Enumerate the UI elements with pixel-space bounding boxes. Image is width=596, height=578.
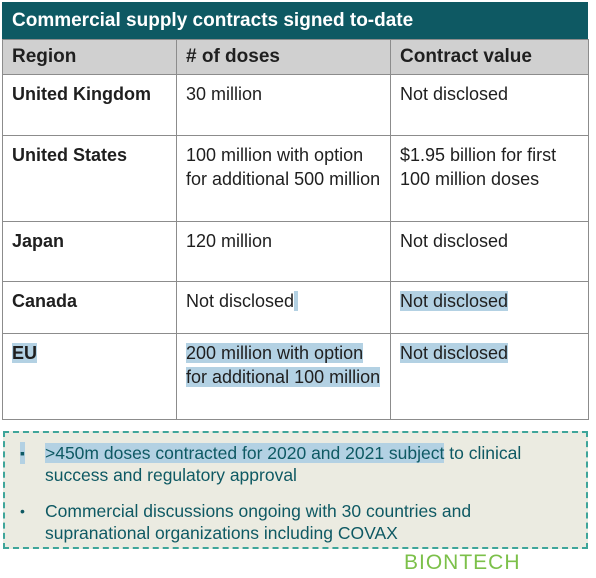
bullet-icon: • <box>20 503 25 519</box>
supply-contracts-table: Region # of doses Contract value United … <box>2 39 589 420</box>
contract-value-cell: $1.95 billion for first 100 million dose… <box>390 135 589 222</box>
table-row: EU 200 million with option for additiona… <box>2 333 589 420</box>
table-header-row: Region # of doses Contract value <box>2 39 589 75</box>
region-cell: EU <box>2 333 177 420</box>
selected-text: Not disclosed <box>400 291 509 311</box>
region-cell: United Kingdom <box>2 74 177 136</box>
selected-text: 200 million with option for additional 1… <box>186 343 381 387</box>
selected-text: Not disclosed <box>186 291 295 311</box>
list-item: ▪ >450m doses contracted for 2020 and 202… <box>17 442 576 486</box>
contract-value-cell: Not disclosed <box>390 221 589 282</box>
region-cell: Canada <box>2 281 177 334</box>
notes-box: ▪ >450m doses contracted for 2020 and 202… <box>3 431 588 549</box>
selected-text: EU <box>12 343 38 363</box>
contract-value-cell: Not disclosed <box>390 333 589 420</box>
selected-text: >450m doses contracted for 2020 and 2021… <box>45 443 445 463</box>
doses-cell: Not disclosed <box>176 281 391 334</box>
contract-value-cell: Not disclosed <box>390 74 589 136</box>
list-item: • Commercial discussions ongoing with 30 … <box>17 500 576 544</box>
note-text: to clinical success and regulatory appro… <box>45 443 522 485</box>
note-text: Commercial discussions ongoing with 30 c… <box>45 501 472 543</box>
region-cell: United States <box>2 135 177 222</box>
column-header-contract-value: Contract value <box>390 39 589 75</box>
doses-cell: 100 million with option for additional 5… <box>176 135 391 222</box>
table-row: Canada Not disclosed Not disclosed <box>2 281 589 334</box>
column-header-region: Region <box>2 39 177 75</box>
contract-value-cell: Not disclosed <box>390 281 589 334</box>
bullet-icon: ▪ <box>20 442 25 464</box>
region-cell: Japan <box>2 221 177 282</box>
table-row: Japan 120 million Not disclosed <box>2 221 589 282</box>
biontech-logo: BIONTECH <box>404 551 521 574</box>
selected-text: Not disclosed <box>400 343 509 363</box>
column-header-doses: # of doses <box>176 39 391 75</box>
doses-cell: 30 million <box>176 74 391 136</box>
doses-cell: 200 million with option for additional 1… <box>176 333 391 420</box>
table-row: United Kingdom 30 million Not disclosed <box>2 74 589 136</box>
doses-cell: 120 million <box>176 221 391 282</box>
table-title: Commercial supply contracts signed to-da… <box>2 2 588 39</box>
table-row: United States 100 million with option fo… <box>2 135 589 222</box>
